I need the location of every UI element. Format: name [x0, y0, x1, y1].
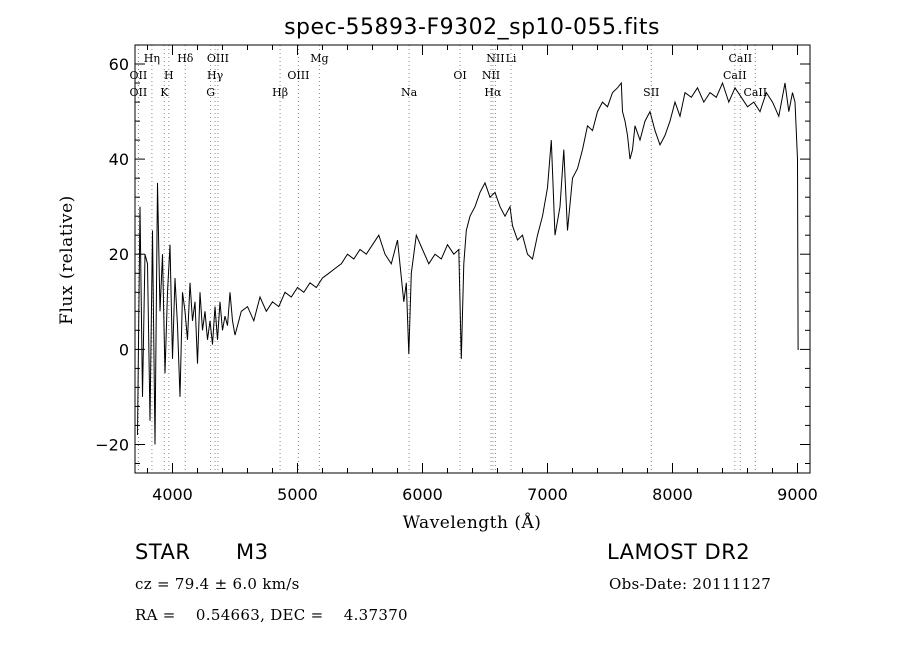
line-label: Mg: [310, 52, 328, 65]
y-tick-label: 0: [119, 340, 129, 359]
line-label: G: [206, 86, 215, 99]
line-label: OII: [130, 86, 148, 99]
line-label: Hη: [144, 52, 160, 65]
line-label: Na: [401, 86, 418, 99]
x-tick-label: 5000: [277, 485, 318, 504]
line-label: NII: [486, 52, 504, 65]
axis-ticks: [135, 45, 810, 473]
plot-frame: [134, 44, 811, 474]
line-label: SII: [643, 86, 659, 99]
chart-title: spec-55893-F9302_sp10-055.fits: [284, 15, 660, 40]
survey-name: LAMOST DR2: [607, 540, 751, 564]
line-label: OI: [453, 69, 466, 82]
line-label: CaII: [723, 69, 747, 82]
spectrum-series: [137, 81, 799, 445]
x-tick-label: 6000: [402, 485, 443, 504]
y-tick-label: 20: [109, 245, 129, 264]
line-label: Hα: [484, 86, 502, 99]
line-label: Li: [506, 52, 517, 65]
object-subclass: M3: [236, 540, 269, 564]
y-tick-label: 60: [109, 55, 129, 74]
line-markers: [137, 45, 756, 473]
x-tick-label: 8000: [652, 485, 693, 504]
line-label: OIII: [207, 52, 229, 65]
line-label: OII: [130, 69, 148, 82]
line-label: NII: [482, 69, 500, 82]
y-axis-label: Flux (relative): [57, 195, 77, 325]
line-label: Hβ: [272, 86, 288, 99]
x-axis-label: Wavelength (Å): [403, 512, 542, 533]
x-tick-label: 7000: [527, 485, 568, 504]
object-class: STAR: [135, 540, 191, 564]
y-tick-label: −20: [95, 435, 129, 454]
line-label: CaII: [743, 86, 767, 99]
y-tick-label: 40: [109, 150, 129, 169]
observation-date: Obs-Date: 20111127: [609, 575, 772, 593]
line-label: CaII: [728, 52, 752, 65]
x-tick-label: 4000: [152, 485, 193, 504]
line-label: Hγ: [207, 69, 224, 82]
line-label: H: [164, 69, 174, 82]
tick-labels: 4000 5000 6000 7000 8000 9000 −20 0 20 40 60: [95, 55, 818, 504]
line-label: K: [160, 86, 169, 99]
redshift-velocity: cz = 79.4 ± 6.0 km/s: [135, 575, 300, 593]
line-label: Hδ: [177, 52, 194, 65]
x-tick-label: 9000: [777, 485, 818, 504]
coordinates: RA = 0.54663, DEC = 4.37370: [135, 606, 408, 624]
line-label: OIII: [287, 69, 309, 82]
